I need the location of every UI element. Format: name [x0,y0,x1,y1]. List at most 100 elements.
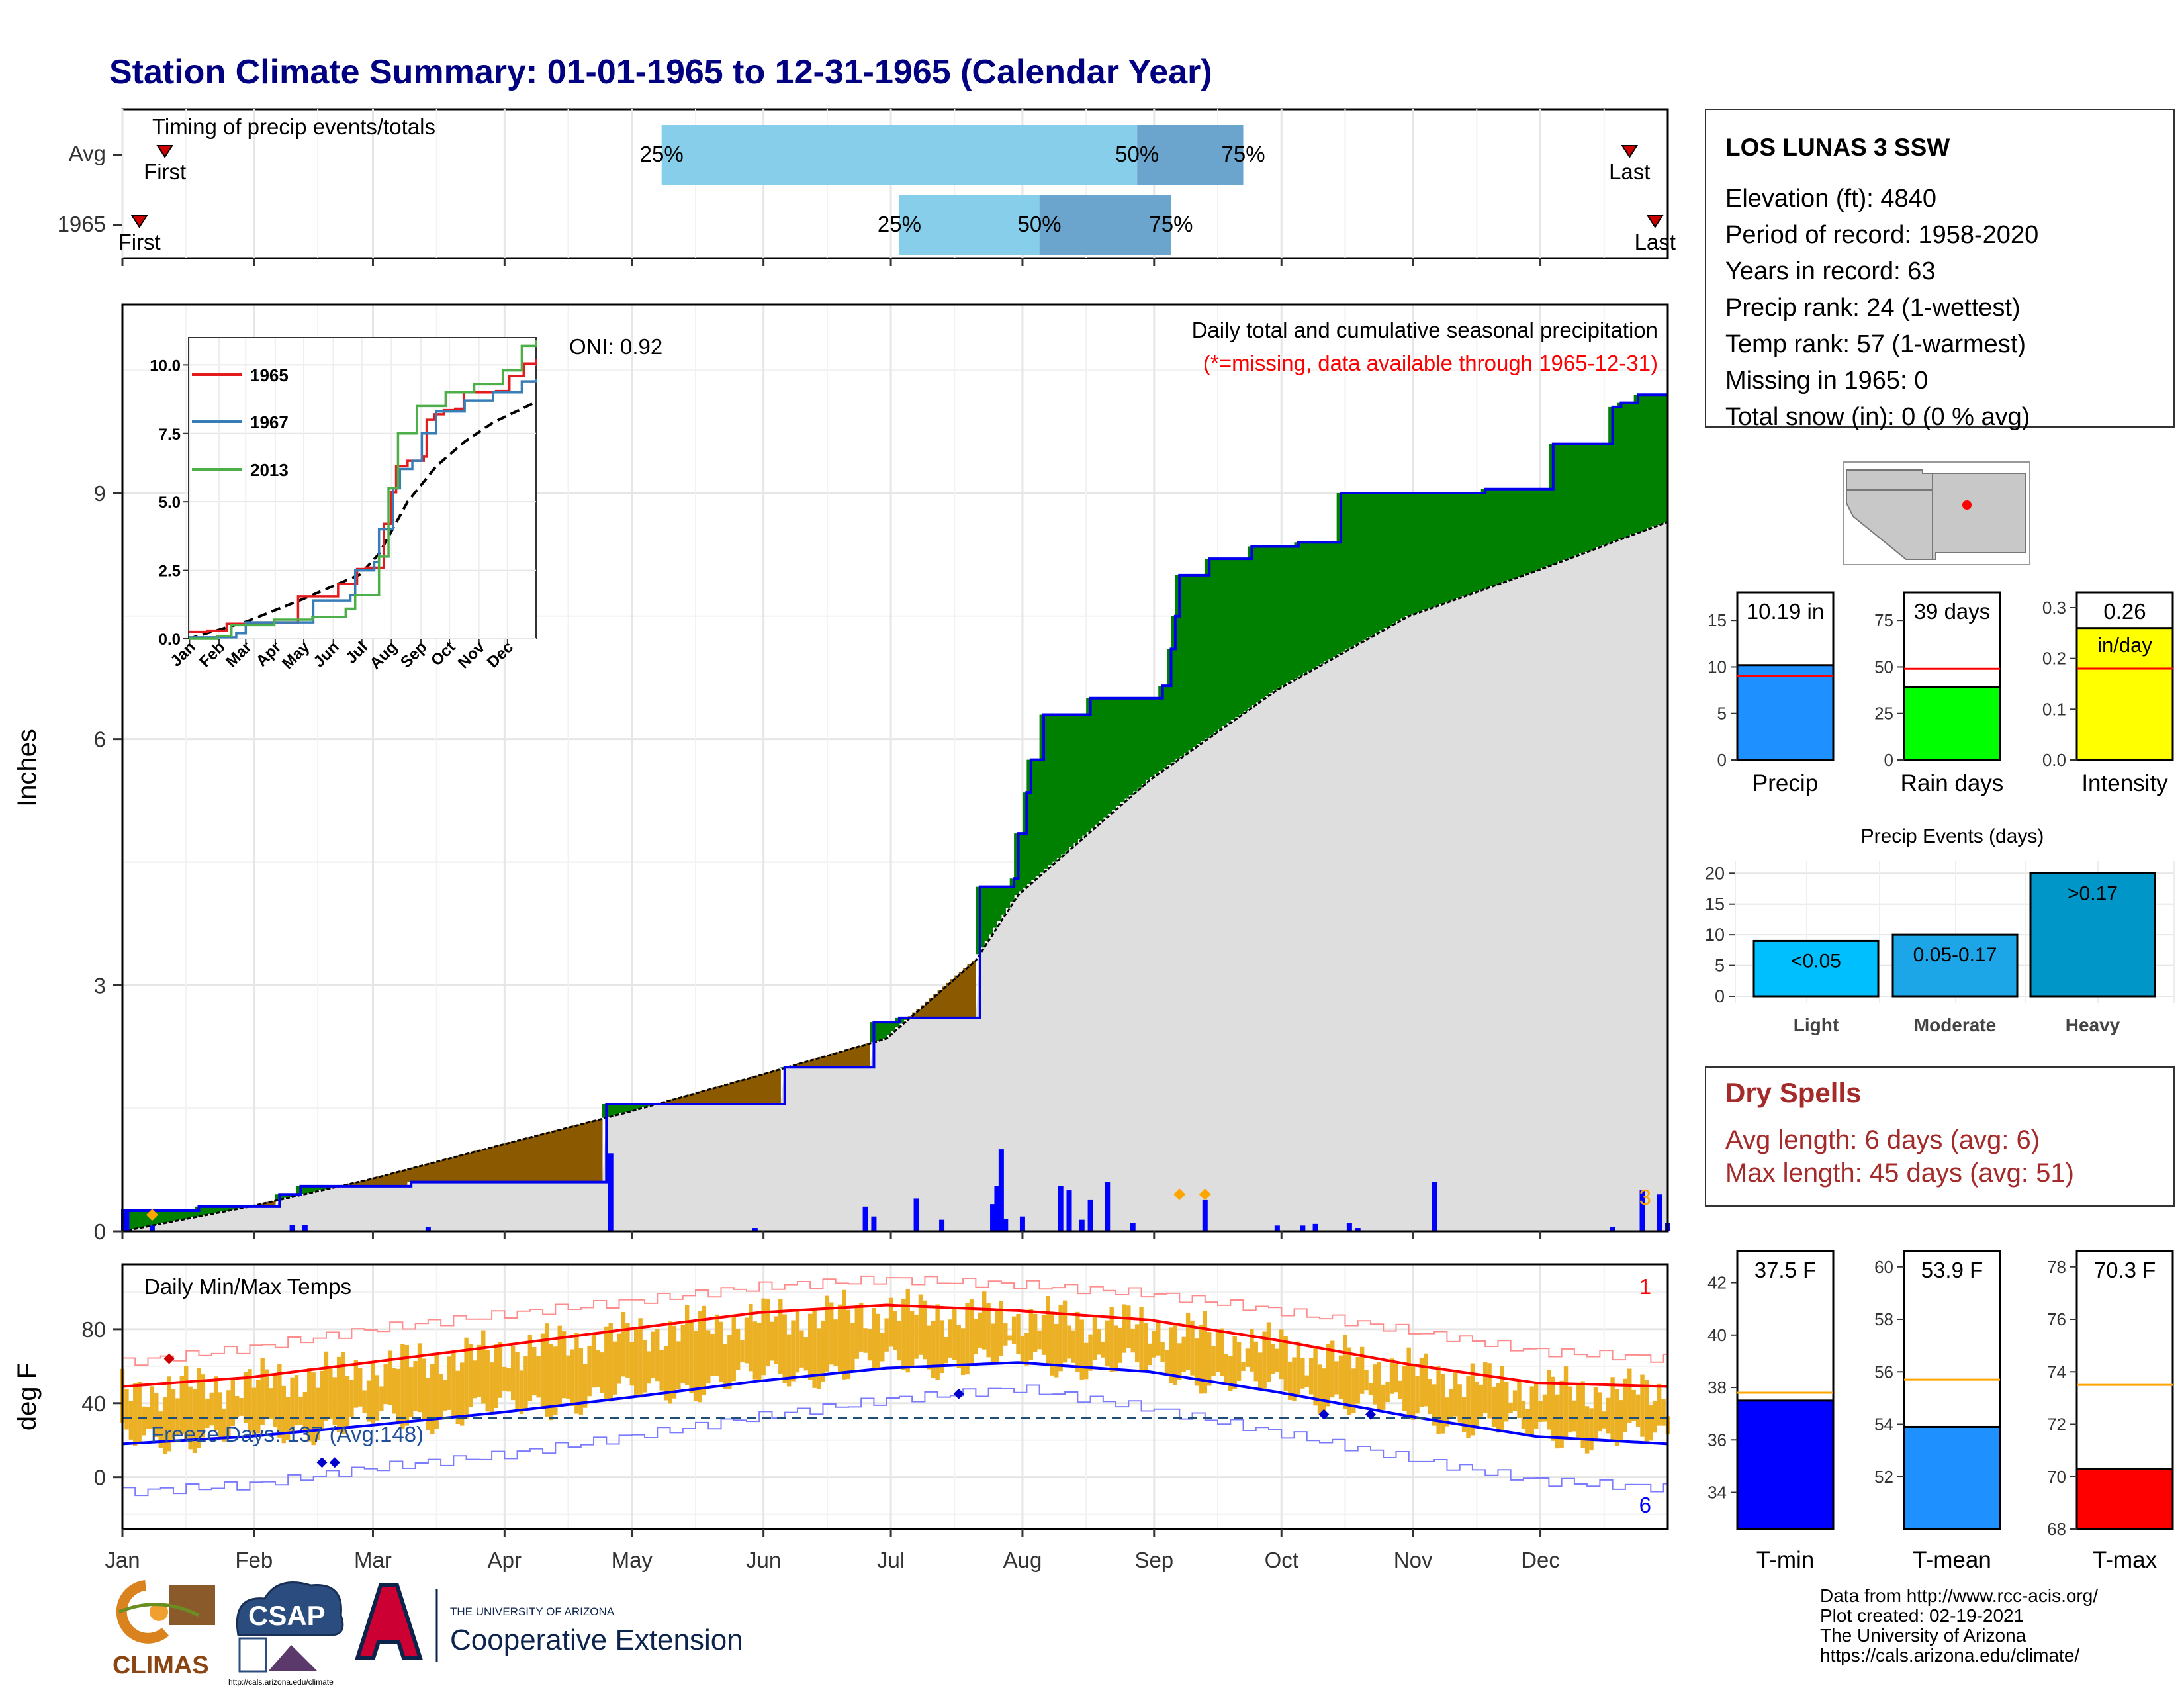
temp-daily-bar [1449,1389,1454,1419]
precip-deficit-segment [373,1177,378,1186]
daily-precip-bars [124,1149,1670,1231]
temp-daily-bar [561,1331,567,1399]
temp-summary-tick-label: 74 [2047,1362,2066,1382]
temp-daily-bar [1148,1343,1152,1366]
precip-surplus-segment [1421,492,1426,610]
precip-surplus-segment [186,1211,191,1219]
precip-surplus-segment [1226,559,1231,724]
temp-daily-bar [1126,1305,1131,1348]
temp-daily-bar [1631,1389,1636,1421]
temp-daily-bar [702,1305,707,1395]
timing-row-label-year: 1965 [58,212,106,236]
temp-daily-bar [1007,1335,1012,1341]
temp-daily-bar [909,1311,915,1368]
temp-daily-bar [345,1376,350,1429]
temp-daily-bar [404,1345,409,1426]
precip-surplus-segment [1642,395,1647,530]
temp-summary-tick-label: 72 [2047,1415,2066,1434]
precip-surplus-segment [1536,489,1541,570]
temp-daily-bar [1635,1394,1641,1427]
month-label: Jun [746,1548,781,1572]
precip-surplus-segment [1557,444,1563,562]
temp-daily-bar [999,1301,1004,1356]
inset-y-tick-label: 5.0 [159,494,181,512]
temp-daily-bar [1304,1375,1309,1387]
temp-daily-bar [714,1314,719,1376]
station-temp-rank: Temp rank: 57 (1-warmest) [1725,330,2026,358]
temp-daily-bar [1500,1366,1505,1430]
precip-surplus-segment [1353,492,1359,645]
precip-surplus-segment [165,1211,170,1223]
daily-precip-bar [1300,1225,1306,1231]
precip-surplus-segment [1014,833,1019,896]
precip-marker [146,1209,158,1221]
precip-surplus-segment [190,1211,195,1217]
precip-deficit-segment [432,1162,437,1182]
legend-2013: 2013 [250,460,289,480]
temp-daily-bar [978,1312,982,1348]
precip-deficit-segment [589,1121,594,1182]
precip-surplus-segment [1426,492,1431,609]
precip-surplus-segment [296,1186,302,1196]
temp-daily-bar [1512,1390,1518,1411]
precip-surplus-segment [1251,546,1257,706]
temperature-panel: 0 40 80 Jan Feb Mar Apr May Jun Jul Aug Sep Oct Nov De… [13,1263,1670,1572]
precip-surplus-segment [640,1103,645,1108]
temp-daily-bar [1373,1364,1377,1405]
temp-daily-bar [549,1344,554,1421]
timing-quantile-label: 50% [1018,212,1062,236]
precip-deficit-segment [598,1119,603,1182]
temp-daily-bar [1130,1329,1135,1353]
precip-surplus-segment [1145,698,1150,780]
temp-daily-bar [960,1328,966,1376]
event-bar-light [1752,939,1880,998]
temp-daily-bar [248,1369,252,1432]
precip-surplus-segment [1362,492,1367,640]
precip-surplus-segment [181,1211,187,1219]
precip-surplus-segment [1383,492,1388,628]
precip-surplus-segment [1264,546,1269,696]
precip-surplus-segment [1464,492,1469,595]
summary-bars: 10.19 in 0 5 10 15 Precip 39 days 0 25 50 75 Rain d… [1707,591,2174,796]
precip-deficit-segment [572,1125,577,1182]
precip-surplus-segment [1175,575,1180,759]
temp-daily-bar [1547,1370,1551,1430]
precip-surplus-segment [1502,489,1507,582]
precip-deficit-segment [424,1164,429,1182]
temp-daily-bar [328,1366,333,1419]
precip-y-axis-label: Inches [13,729,42,807]
timing-q50-q75-bar [1137,125,1244,185]
temp-daily-bar [1046,1295,1050,1366]
precip-deficit-segment [946,982,951,1018]
event-bar-range: 0.05-0.17 [1913,944,1997,966]
temp-daily-bar [1649,1405,1653,1441]
temp-daily-bar [392,1368,396,1414]
temp-daily-bar [1381,1384,1386,1410]
temp-daily-bar [935,1304,940,1380]
precip-deficit-segment [394,1172,399,1186]
temp-daily-bar [315,1387,320,1440]
temp-daily-bar [680,1324,685,1383]
precip-surplus-segment [1447,492,1452,602]
precip-surplus-segment [1510,489,1516,579]
precip-surplus-segment [1659,395,1664,524]
precip-surplus-segment [1111,698,1116,810]
precip-surplus-segment [1290,546,1295,680]
temp-daily-bar [1105,1320,1110,1366]
precip-deficit-segment [580,1123,586,1182]
temp-daily-bar [710,1333,715,1376]
temp-daily-bar [621,1312,626,1377]
temp-daily-bar [1457,1384,1462,1423]
temp-daily-bar [205,1398,210,1429]
temp-daily-bar [706,1330,711,1384]
precip-surplus-segment [615,1103,620,1115]
temp-daily-bar [141,1406,146,1436]
precip-deficit-segment [364,1179,369,1186]
record-low-marker [1318,1409,1330,1420]
temp-daily-bar [387,1350,392,1405]
summary-bar-value: 39 days [1914,599,1991,624]
temp-daily-bar [642,1340,647,1393]
precip-surplus-segment [173,1211,178,1221]
precip-deficit-segment [763,1072,768,1104]
